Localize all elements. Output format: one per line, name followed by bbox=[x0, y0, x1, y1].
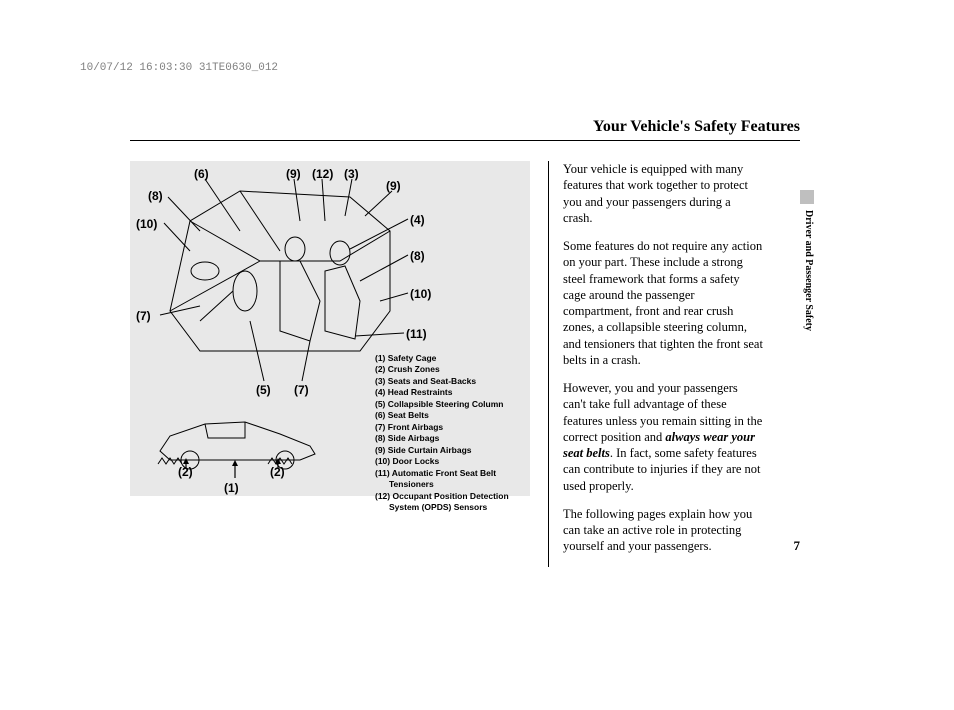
callout-2a: (2) bbox=[178, 465, 193, 479]
callout-3: (3) bbox=[344, 167, 359, 181]
callout-9a: (9) bbox=[286, 167, 301, 181]
callout-1: (1) bbox=[224, 481, 239, 495]
legend-line: (8) Side Airbags bbox=[375, 433, 509, 444]
body-text-column: Your vehicle is equipped with many featu… bbox=[563, 161, 763, 567]
callout-8b: (8) bbox=[410, 249, 425, 263]
body-p3: However, you and your passengers can't t… bbox=[563, 380, 763, 494]
section-tab-marker bbox=[800, 190, 814, 204]
callout-6: (6) bbox=[194, 167, 209, 181]
legend-line: (2) Crush Zones bbox=[375, 364, 509, 375]
callout-8a: (8) bbox=[148, 189, 163, 203]
legend-line: (5) Collapsible Steering Column bbox=[375, 399, 509, 410]
legend-line: (6) Seat Belts bbox=[375, 410, 509, 421]
legend-line: (1) Safety Cage bbox=[375, 353, 509, 364]
legend-line: (4) Head Restraints bbox=[375, 387, 509, 398]
body-p2: Some features do not require any action … bbox=[563, 238, 763, 368]
callout-12: (12) bbox=[312, 167, 333, 181]
page-number: 7 bbox=[794, 538, 801, 554]
callout-5: (5) bbox=[256, 383, 271, 397]
callout-11: (11) bbox=[406, 327, 427, 341]
page-title: Your Vehicle's Safety Features bbox=[593, 118, 800, 135]
column-divider bbox=[548, 161, 549, 567]
legend-line: (9) Side Curtain Airbags bbox=[375, 445, 509, 456]
body-p4: The following pages explain how you can … bbox=[563, 506, 763, 555]
legend-line: (10) Door Locks bbox=[375, 456, 509, 467]
callout-10b: (10) bbox=[410, 287, 431, 301]
callout-7b: (7) bbox=[294, 383, 309, 397]
legend-line: (12) Occupant Position Detection bbox=[375, 491, 509, 502]
content-row: (6) (9) (12) (3) (9) (8) (4) (10) (8) (1… bbox=[130, 161, 800, 567]
callout-7a: (7) bbox=[136, 309, 151, 323]
legend-line: (3) Seats and Seat-Backs bbox=[375, 376, 509, 387]
body-p1: Your vehicle is equipped with many featu… bbox=[563, 161, 763, 226]
section-tab: Driver and Passenger Safety bbox=[803, 210, 814, 331]
timestamp: 10/07/12 16:03:30 31TE0630_012 bbox=[80, 62, 278, 74]
legend-line: System (OPDS) Sensors bbox=[375, 502, 509, 513]
callout-4: (4) bbox=[410, 213, 425, 227]
page-content: Your Vehicle's Safety Features bbox=[130, 118, 800, 567]
legend-line: (11) Automatic Front Seat Belt bbox=[375, 468, 509, 479]
callout-10a: (10) bbox=[136, 217, 157, 231]
legend-line: (7) Front Airbags bbox=[375, 422, 509, 433]
diagram-legend: (1) Safety Cage(2) Crush Zones(3) Seats … bbox=[375, 353, 509, 514]
legend-line: Tensioners bbox=[375, 479, 509, 490]
callout-2b: (2) bbox=[270, 465, 285, 479]
callout-9b: (9) bbox=[386, 179, 401, 193]
title-row: Your Vehicle's Safety Features bbox=[130, 118, 800, 141]
safety-diagram: (6) (9) (12) (3) (9) (8) (4) (10) (8) (1… bbox=[130, 161, 530, 496]
